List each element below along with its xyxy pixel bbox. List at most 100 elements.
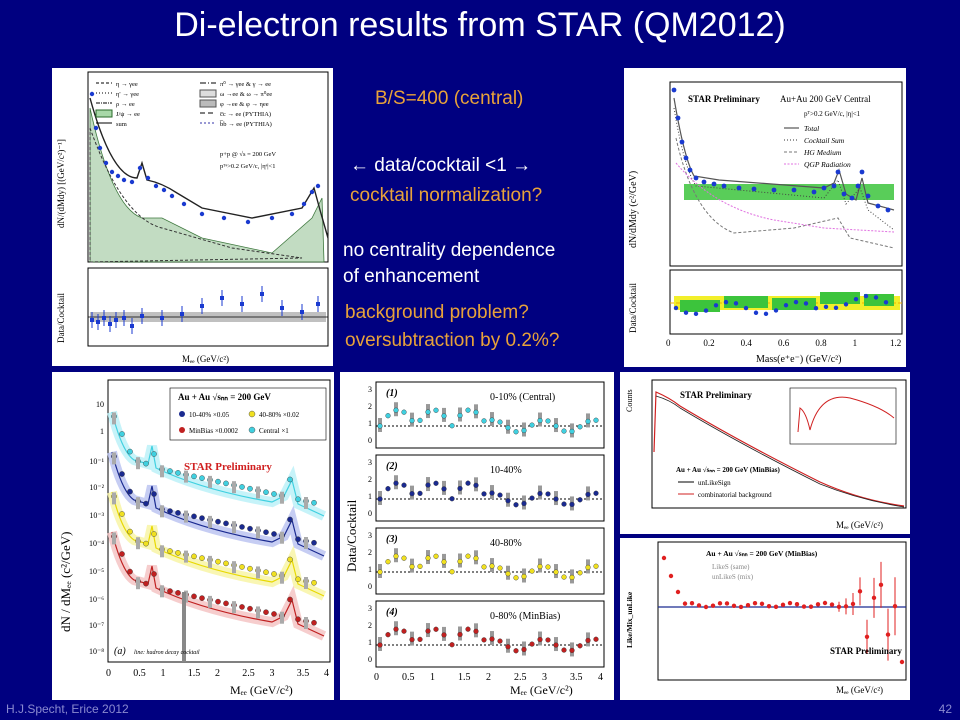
data-point <box>529 422 535 428</box>
data-point <box>661 555 667 561</box>
cocktail-line <box>111 491 325 597</box>
data-point <box>577 643 583 649</box>
ratio-panel-tag: (2) <box>386 461 398 472</box>
ratio-panel-tag: (4) <box>386 607 398 618</box>
brb-star: STAR Preliminary <box>830 646 902 656</box>
bl-ylabel: dN / dMₑₑ (c²/GeV) <box>58 532 73 632</box>
svg-text:10⁻⁶: 10⁻⁶ <box>89 595 104 604</box>
note-bs: B/S=400 (central) <box>375 88 524 109</box>
data-point <box>593 636 599 642</box>
tr-system: Au+Au 200 GeV Central <box>780 94 871 104</box>
data-point <box>200 304 204 308</box>
data-point <box>239 524 245 530</box>
data-point <box>433 407 439 413</box>
data-point <box>811 189 817 195</box>
data-point <box>561 428 567 434</box>
data-point <box>287 476 293 483</box>
data-point <box>577 424 583 430</box>
tl-info-2: pᵀᵉ>0.2 GeV/c, |ηᵉ|<1 <box>220 163 276 170</box>
data-point <box>263 609 269 615</box>
syst-box <box>232 481 236 494</box>
svg-text:10⁻⁷: 10⁻⁷ <box>89 621 104 630</box>
data-point <box>385 559 391 565</box>
y-tick-label: 0 <box>368 655 372 664</box>
data-point <box>119 551 125 557</box>
syst-box <box>256 566 260 579</box>
x-tick-label: 0 <box>106 668 111 679</box>
data-point <box>199 211 205 217</box>
data-point <box>859 169 865 175</box>
syst-box <box>304 497 308 509</box>
data-point <box>701 179 707 185</box>
data-point <box>481 418 487 424</box>
bl-legend-0: 10-40% ×0.05 <box>189 411 230 419</box>
data-point <box>553 569 559 575</box>
data-point <box>693 311 699 317</box>
note-background-2: oversubtraction by 0.2%? <box>345 330 560 351</box>
data-point <box>271 571 277 577</box>
data-point <box>489 636 495 642</box>
data-point <box>199 555 205 561</box>
data-point <box>473 409 479 415</box>
syst-box <box>304 537 308 549</box>
y-tick-label: 2 <box>368 548 372 557</box>
syst-box <box>184 550 188 563</box>
data-point <box>513 429 519 435</box>
data-point <box>497 565 503 571</box>
svg-text:10⁻⁵: 10⁻⁵ <box>89 567 104 576</box>
ratio-panel-frame <box>375 454 605 522</box>
y-tick-label: 1 <box>368 565 372 574</box>
data-point <box>295 536 301 543</box>
data-point <box>473 482 479 488</box>
cocktail-line <box>111 451 325 557</box>
data-point <box>513 502 519 508</box>
data-point <box>287 596 293 603</box>
data-point <box>295 616 301 623</box>
data-point <box>693 175 699 181</box>
data-point <box>401 628 407 634</box>
bl-line-note: line: hadron decay cocktail <box>134 650 200 656</box>
data-point <box>763 311 769 317</box>
data-point <box>191 473 197 480</box>
data-point <box>585 491 591 498</box>
data-point <box>121 177 127 183</box>
data-point <box>773 604 779 610</box>
data-point <box>821 185 827 191</box>
data-point <box>545 491 551 497</box>
data-point <box>878 582 884 588</box>
svg-text:1: 1 <box>100 427 104 436</box>
data-point <box>199 475 205 481</box>
data-point <box>569 574 575 581</box>
data-point <box>449 569 455 575</box>
data-point <box>247 605 253 612</box>
data-point <box>393 407 399 413</box>
data-point <box>793 299 799 305</box>
data-point <box>753 310 759 315</box>
data-point <box>671 87 677 93</box>
brb-legend-1: unLikeS (mix) <box>712 573 754 581</box>
data-point <box>247 485 253 492</box>
data-point <box>783 303 789 308</box>
data-point <box>703 604 709 610</box>
data-point <box>752 600 758 606</box>
ratio-panel-frame <box>375 527 605 595</box>
ratio-panel-frame <box>375 600 605 668</box>
data-point <box>489 490 495 496</box>
data-point <box>751 186 757 192</box>
data-point <box>743 305 749 311</box>
syst-box <box>182 592 186 662</box>
data-point <box>181 201 187 207</box>
data-point <box>745 603 751 608</box>
data-point <box>393 626 399 632</box>
data-point <box>529 568 535 574</box>
syst-band <box>772 298 816 310</box>
data-point <box>465 407 471 413</box>
data-point <box>813 306 819 311</box>
x-tick-label: 1.5 <box>188 668 201 679</box>
data-point <box>513 648 519 654</box>
syst-box <box>160 465 164 478</box>
data-point <box>537 490 543 497</box>
data-point <box>409 637 415 643</box>
data-point <box>561 647 567 653</box>
data-point <box>853 296 859 302</box>
